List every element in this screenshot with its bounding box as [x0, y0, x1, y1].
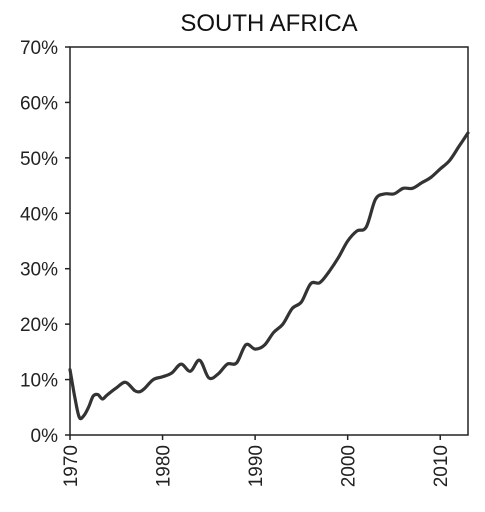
series-line [68, 131, 470, 421]
y-tick-label: 30% [20, 260, 58, 281]
y-tick-label: 10% [20, 371, 58, 392]
y-tick-label: 0% [31, 426, 59, 447]
y-tick-label: 20% [20, 315, 58, 336]
chart-title: SOUTH AFRICA [180, 10, 357, 37]
y-tick-label: 40% [20, 204, 58, 225]
x-tick-label: 1980 [154, 445, 175, 487]
x-tick-label: 2000 [339, 445, 360, 487]
y-axis-ticks: 0% 10% 20% 30% 40% 50% 60% 70% [20, 38, 70, 447]
x-tick-label: 1990 [246, 445, 267, 487]
y-tick-label: 50% [20, 149, 58, 170]
x-axis-ticks: 1970 1980 1990 2000 2010 [61, 435, 452, 487]
x-tick-label: 2010 [431, 445, 452, 487]
plot-frame [69, 46, 469, 436]
y-tick-label: 70% [20, 38, 58, 59]
x-tick-label: 1970 [61, 445, 82, 487]
y-tick-label: 60% [20, 93, 58, 114]
